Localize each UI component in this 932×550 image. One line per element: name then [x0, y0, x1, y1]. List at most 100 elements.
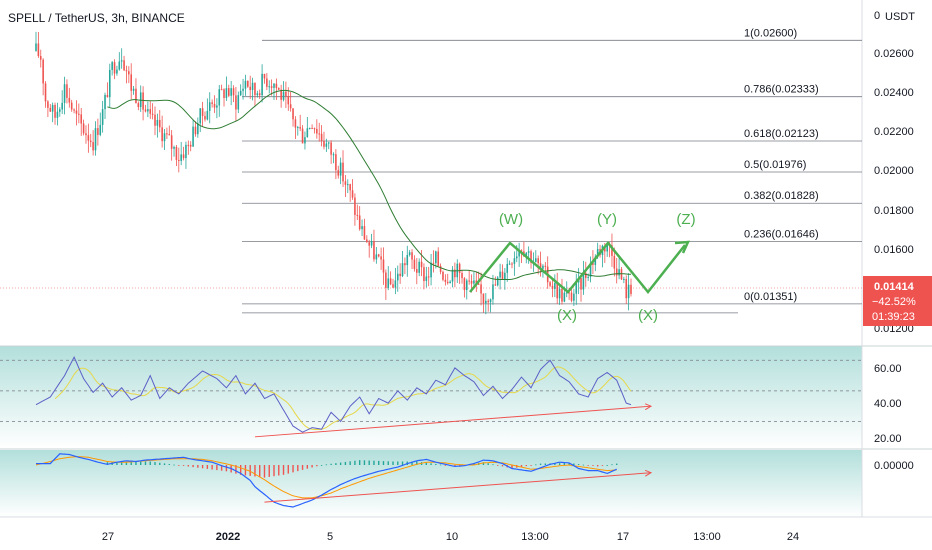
candle-body	[235, 95, 237, 110]
fib-level-label: 0.786(0.02333)	[744, 84, 819, 96]
candle-body	[461, 273, 463, 279]
candle-body	[327, 142, 330, 144]
candle-body	[230, 88, 232, 96]
candle-body	[544, 265, 547, 267]
rsi-axis[interactable]: 60.00 40.00 20.00	[874, 363, 902, 445]
macd-trendline	[264, 473, 651, 503]
macd-histogram-bar	[454, 465, 456, 467]
candle-body	[192, 126, 194, 147]
candle-body	[361, 226, 363, 230]
price-axis-zero: 0	[874, 10, 880, 22]
candle-body	[385, 272, 387, 288]
macd-histogram-bar	[292, 465, 294, 473]
candle-body	[487, 300, 489, 303]
candle-body	[42, 59, 44, 84]
candle-body	[349, 184, 351, 191]
candle-body	[449, 281, 451, 284]
candle-body	[89, 140, 92, 143]
price-axis[interactable]: 0 USDT 0.02600 0.02400 0.02200 0.02000 0…	[874, 10, 915, 335]
candle-body	[187, 144, 190, 146]
macd-histogram-bar	[268, 465, 270, 477]
macd-histogram-bar	[159, 462, 161, 465]
macd-histogram-bar	[358, 460, 361, 465]
macd-histogram-bar	[497, 465, 499, 466]
candle-body	[54, 104, 56, 118]
candle-body	[589, 262, 592, 277]
candle-body	[435, 251, 437, 264]
macd-histogram-bar	[511, 465, 513, 469]
macd-histogram-bar	[554, 463, 556, 465]
candle-body	[406, 254, 409, 266]
candle-body	[44, 83, 47, 102]
candle-body	[630, 284, 632, 294]
candle-body	[537, 258, 539, 264]
candle-body	[61, 102, 63, 110]
candle-body	[623, 278, 625, 280]
fib-level-label: 0.5(0.01976)	[744, 159, 806, 171]
candle-body	[199, 108, 202, 124]
macd-line	[36, 453, 617, 508]
candle-body	[356, 214, 359, 216]
candle-body	[111, 62, 113, 70]
candle-body	[508, 263, 511, 265]
rsi-trendline	[254, 406, 651, 438]
candle-body	[446, 281, 449, 284]
candle-body	[427, 276, 430, 278]
candle-body	[261, 73, 263, 96]
macd-histogram-bar	[197, 465, 199, 468]
candle-body	[108, 69, 111, 98]
fib-level-label: 0(0.01351)	[744, 291, 797, 303]
macd-histogram-bar	[187, 465, 190, 467]
elliott-wave-drawing: (W) (Y) (Z) (X) (X)	[469, 211, 696, 324]
macd-histogram-bar	[587, 465, 589, 466]
candlestick-series	[35, 31, 632, 315]
candle-body	[147, 109, 149, 112]
candle-body	[477, 283, 480, 285]
candle-body	[242, 88, 244, 91]
candle-body	[432, 262, 435, 264]
wave-label-x2: (X)	[638, 307, 658, 324]
candle-body	[173, 146, 175, 149]
candle-body	[342, 162, 344, 182]
candle-body	[308, 127, 311, 129]
candle-body	[239, 90, 242, 96]
candle-body	[475, 280, 478, 284]
candle-body	[606, 244, 608, 252]
rsi-tick: 60.00	[874, 363, 902, 375]
macd-histogram-bar	[487, 463, 489, 465]
time-tick: 10	[446, 531, 458, 543]
macd-histogram-bar	[182, 465, 185, 466]
candle-body	[178, 159, 180, 161]
candle-body	[444, 279, 447, 282]
time-axis[interactable]: 27 2022 5 10 13:00 17 13:00 24	[102, 531, 799, 543]
candle-body	[273, 83, 275, 88]
macd-histogram-bar	[106, 462, 109, 465]
candle-body	[225, 88, 228, 98]
macd-histogram-bar	[601, 465, 604, 466]
candle-body	[373, 241, 375, 260]
wave-path	[469, 241, 686, 294]
candle-body	[304, 137, 306, 144]
candle-body	[75, 110, 78, 114]
candle-body	[170, 135, 173, 149]
price-tick: 0.02200	[874, 126, 914, 138]
candle-body	[354, 197, 356, 215]
candle-body	[151, 113, 154, 115]
macd-histogram-bar	[301, 465, 304, 470]
candle-body	[551, 285, 554, 289]
candle-body	[237, 95, 240, 110]
candle-body	[501, 271, 504, 280]
candle-body	[611, 245, 613, 256]
candle-body	[558, 288, 561, 299]
wave-label-w: (W)	[499, 211, 523, 228]
candle-body	[423, 267, 425, 282]
candle-body	[320, 133, 323, 142]
candle-body	[306, 128, 309, 138]
price-tick: 0.01600	[874, 244, 914, 256]
candle-body	[189, 144, 192, 147]
candle-body	[285, 91, 287, 97]
macd-histogram-bar	[273, 465, 275, 477]
macd-histogram-bar	[473, 463, 475, 465]
price-badge-bg	[863, 276, 932, 326]
candle-body	[275, 83, 278, 88]
